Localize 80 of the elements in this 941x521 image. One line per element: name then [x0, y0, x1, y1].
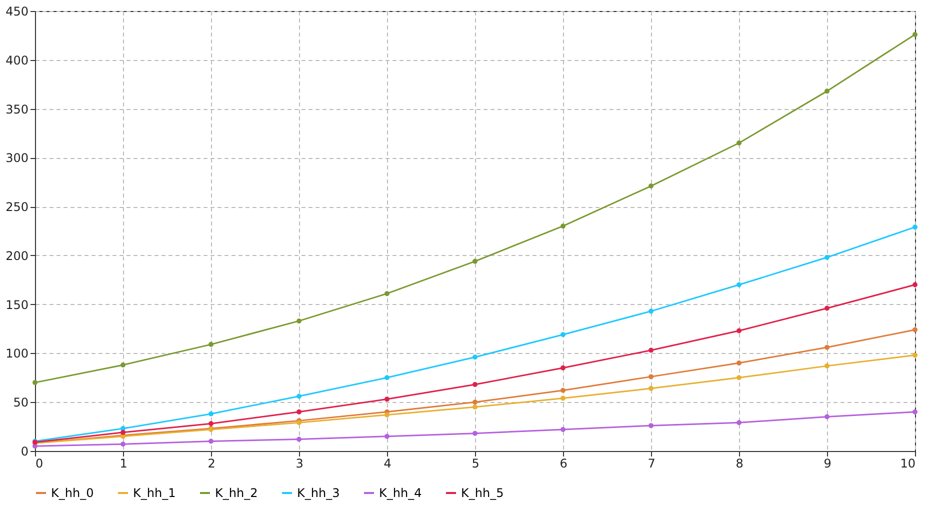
point — [648, 308, 654, 314]
x-tick-label: 8 — [736, 456, 744, 470]
y-tick-label: 400 — [6, 53, 28, 68]
y-tick-label: 250 — [6, 200, 28, 214]
x-tick-label: 4 — [384, 456, 392, 470]
point — [736, 328, 742, 334]
point — [824, 306, 830, 311]
x-tick-label: 10 — [900, 456, 916, 470]
legend-label: K_hh_2 — [215, 486, 258, 500]
x-tick-label: 3 — [296, 456, 304, 470]
point — [296, 436, 302, 442]
point — [912, 32, 918, 37]
y-tick-label: 100 — [6, 346, 28, 361]
point — [296, 394, 302, 399]
point — [648, 374, 654, 380]
point — [912, 409, 918, 414]
point — [472, 382, 478, 388]
point — [736, 360, 742, 366]
point — [384, 396, 390, 402]
y-tick-label: 150 — [6, 298, 28, 312]
point — [736, 420, 742, 426]
point — [648, 348, 654, 353]
point — [560, 426, 566, 432]
point — [472, 258, 478, 264]
point — [824, 254, 830, 260]
point — [208, 438, 214, 444]
x-tick-label: 9 — [824, 456, 832, 470]
y-tick-label: 350 — [6, 102, 28, 116]
point — [736, 140, 742, 146]
point — [32, 380, 38, 386]
point — [208, 342, 214, 347]
legend-label: K_hh_5 — [461, 486, 504, 500]
point — [824, 363, 830, 368]
point — [560, 332, 566, 338]
point — [560, 365, 566, 370]
point — [384, 412, 390, 418]
point — [120, 362, 126, 368]
point — [120, 442, 126, 447]
point — [384, 434, 390, 439]
x-tick-label: 6 — [560, 456, 568, 470]
y-tick-label: 450 — [6, 4, 28, 18]
x-tick-label: 7 — [648, 456, 656, 470]
point — [296, 409, 302, 414]
point — [648, 184, 654, 189]
point — [296, 318, 302, 324]
legend-label: K_hh_0 — [51, 486, 94, 500]
point — [736, 375, 742, 380]
point — [384, 291, 390, 296]
point — [472, 400, 478, 405]
point — [912, 224, 918, 230]
point — [120, 430, 126, 435]
point — [824, 88, 830, 94]
point — [824, 414, 830, 420]
legend-label: K_hh_3 — [297, 486, 340, 500]
y-tick-label: 200 — [6, 248, 28, 263]
point — [560, 388, 566, 393]
point — [824, 344, 830, 350]
x-tick-label: 2 — [208, 456, 216, 470]
x-tick-label: 1 — [120, 456, 128, 470]
point — [384, 375, 390, 380]
point — [648, 386, 654, 391]
point — [912, 327, 918, 332]
point — [472, 430, 478, 436]
point — [472, 404, 478, 410]
point — [208, 411, 214, 416]
legend-label: K_hh_1 — [133, 486, 176, 500]
point — [912, 282, 918, 288]
point — [736, 282, 742, 288]
x-tick-label: 0 — [36, 456, 44, 470]
point — [912, 352, 918, 358]
point — [648, 423, 654, 428]
point — [560, 224, 566, 229]
y-tick-label: 0 — [20, 444, 28, 458]
y-tick-label: 50 — [13, 396, 28, 410]
point — [560, 396, 566, 401]
point — [472, 354, 478, 360]
point — [208, 421, 214, 426]
x-tick-label: 5 — [472, 456, 480, 470]
legend-label: K_hh_4 — [379, 486, 422, 500]
y-tick-label: 300 — [6, 151, 28, 166]
